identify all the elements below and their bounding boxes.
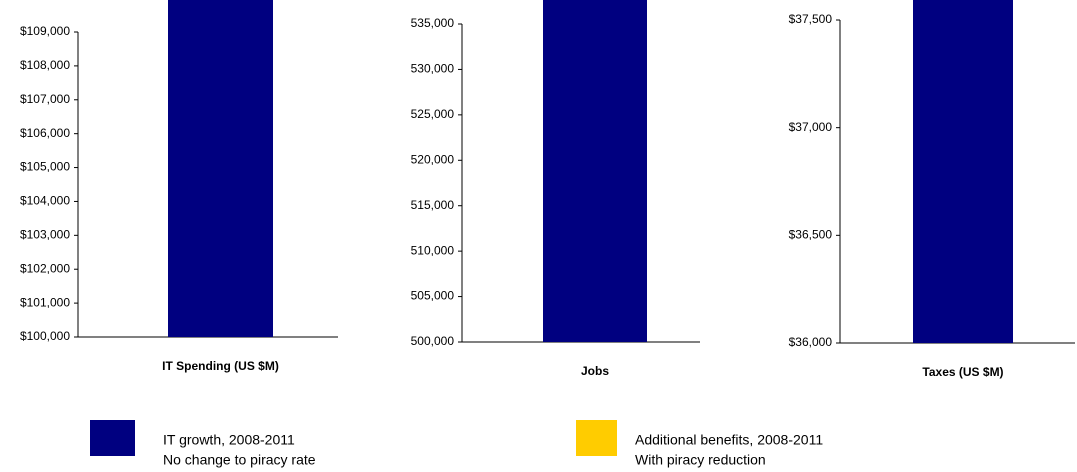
y-tick-label: 520,000 bbox=[411, 152, 455, 166]
y-tick-label: $100,000 bbox=[20, 329, 70, 343]
y-tick-label: 535,000 bbox=[411, 16, 455, 30]
y-tick-label: $108,000 bbox=[20, 58, 70, 72]
y-tick-label: 505,000 bbox=[411, 289, 455, 303]
legend-swatch bbox=[90, 420, 135, 456]
y-tick-label: $103,000 bbox=[20, 228, 70, 242]
y-tick-label: $105,000 bbox=[20, 160, 70, 174]
x-category-label: Taxes (US $M) bbox=[922, 365, 1003, 379]
y-tick-label: 530,000 bbox=[411, 62, 455, 76]
y-tick-label: 510,000 bbox=[411, 243, 455, 257]
y-tick-label: $36,500 bbox=[789, 228, 833, 242]
bar-segment bbox=[913, 0, 1013, 343]
legend-swatch bbox=[576, 420, 617, 456]
x-category-label: IT Spending (US $M) bbox=[162, 359, 279, 373]
y-tick-label: 515,000 bbox=[411, 198, 455, 212]
legend-label: IT growth, 2008-2011 bbox=[163, 432, 295, 448]
y-tick-label: $102,000 bbox=[20, 261, 70, 275]
legend-sublabel: With piracy reduction bbox=[635, 452, 766, 468]
bar-segment bbox=[168, 0, 273, 337]
y-tick-label: $106,000 bbox=[20, 126, 70, 140]
y-tick-label: $101,000 bbox=[20, 295, 70, 309]
legend-label: Additional benefits, 2008-2011 bbox=[635, 432, 823, 448]
bar-segment bbox=[543, 0, 647, 342]
y-tick-label: $36,000 bbox=[789, 335, 833, 349]
y-tick-label: 525,000 bbox=[411, 107, 455, 121]
y-tick-label: $37,500 bbox=[789, 12, 833, 26]
x-category-label: Jobs bbox=[581, 364, 609, 378]
legend-sublabel: No change to piracy rate bbox=[163, 452, 316, 468]
y-tick-label: $104,000 bbox=[20, 194, 70, 208]
y-tick-label: $109,000 bbox=[20, 24, 70, 38]
y-tick-label: $107,000 bbox=[20, 92, 70, 106]
y-tick-label: 500,000 bbox=[411, 334, 455, 348]
y-tick-label: $37,000 bbox=[789, 120, 833, 134]
